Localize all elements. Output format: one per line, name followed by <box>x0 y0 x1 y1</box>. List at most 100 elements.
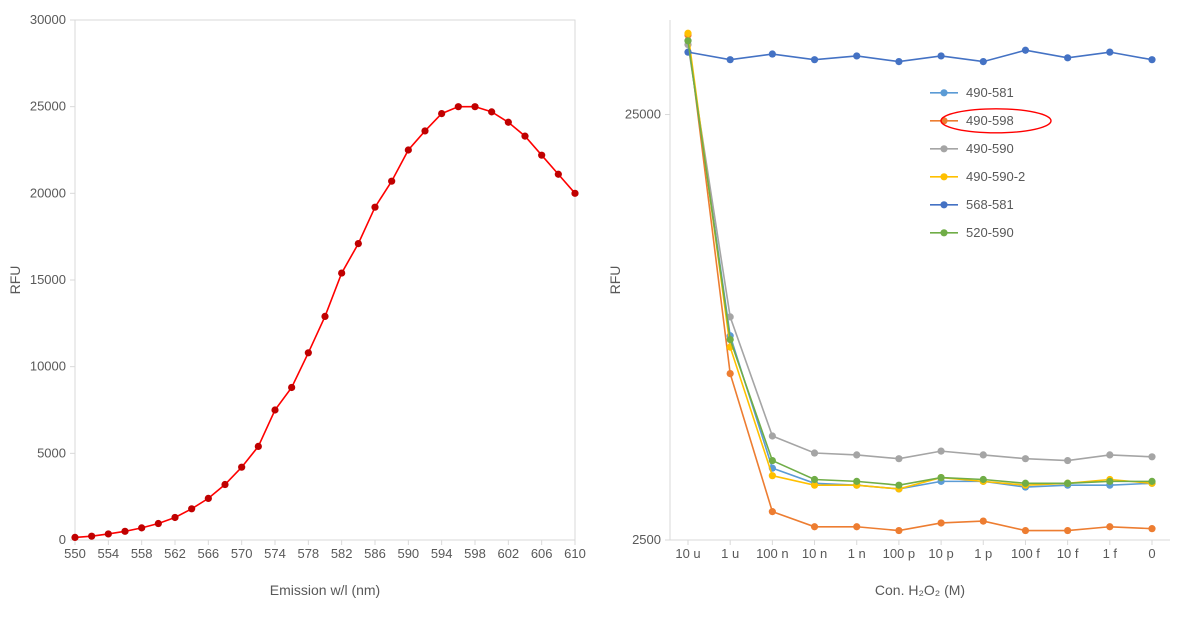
right-series-490-590-line <box>688 45 1152 461</box>
legend-marker-568-581 <box>940 201 947 208</box>
right-series-490-598-marker <box>1064 527 1071 534</box>
right-series-520-590-marker <box>1106 478 1113 485</box>
right-series-568-581-marker <box>853 52 860 59</box>
left-series-emission-scan-marker <box>305 349 312 356</box>
left-series-emission-scan-marker <box>571 190 578 197</box>
left-x-tick: 598 <box>464 546 486 561</box>
figure-pair: 0500010000150002000025000300005505545585… <box>0 0 1201 631</box>
left-series-emission-scan-marker <box>71 534 78 541</box>
left-x-tick: 574 <box>264 546 286 561</box>
right-series-490-590-marker <box>937 448 944 455</box>
right-series-490-598-marker <box>937 519 944 526</box>
right-series-490-598-marker <box>895 527 902 534</box>
left-series-emission-scan-marker <box>105 530 112 537</box>
left-series-emission-scan-marker <box>421 127 428 134</box>
legend-marker-490-590-2 <box>940 173 947 180</box>
right-x-axis-label: Con. H₂O₂ (M) <box>875 582 965 598</box>
right-series-520-590-marker <box>895 482 902 489</box>
right-y-axis-label: RFU <box>607 266 623 295</box>
left-y-tick: 30000 <box>30 12 66 27</box>
legend-label-520-590: 520-590 <box>966 225 1014 240</box>
right-series-520-590-marker <box>684 37 691 44</box>
right-x-tick: 100 n <box>756 546 789 561</box>
right-series-568-581-marker <box>727 56 734 63</box>
left-series-emission-scan-marker <box>121 528 128 535</box>
left-series-emission-scan-marker <box>171 514 178 521</box>
right-series-568-581-marker <box>1064 54 1071 61</box>
left-series-emission-scan-marker <box>355 240 362 247</box>
left-series-emission-scan-marker <box>388 178 395 185</box>
right-x-tick: 10 n <box>802 546 827 561</box>
left-x-tick: 550 <box>64 546 86 561</box>
right-series-568-581-marker <box>895 58 902 65</box>
left-series-emission-scan-marker <box>471 103 478 110</box>
left-series-emission-scan-marker <box>488 108 495 115</box>
left-series-emission-scan-marker <box>455 103 462 110</box>
legend-marker-520-590 <box>940 229 947 236</box>
left-x-tick: 590 <box>397 546 419 561</box>
left-series-emission-scan-marker <box>371 204 378 211</box>
right-series-490-590-marker <box>853 451 860 458</box>
right-series-490-590-2-marker <box>684 30 691 37</box>
right-x-tick: 10 p <box>928 546 953 561</box>
right-series-520-590-marker <box>853 478 860 485</box>
right-series-490-598-line <box>688 35 1152 530</box>
left-y-tick: 5000 <box>37 445 66 460</box>
left-series-emission-scan-marker <box>238 464 245 471</box>
right-series-520-590-marker <box>1022 480 1029 487</box>
left-series-emission-scan-marker <box>255 443 262 450</box>
right-series-568-581-marker <box>1106 49 1113 56</box>
right-series-490-590-2-marker <box>769 472 776 479</box>
right-series-490-598-marker <box>811 523 818 530</box>
left-series-emission-scan-marker <box>405 146 412 153</box>
left-x-tick: 554 <box>97 546 119 561</box>
left-series-emission-scan-marker <box>138 524 145 531</box>
left-x-tick: 606 <box>531 546 553 561</box>
right-series-520-590-line <box>688 41 1152 485</box>
left-x-tick: 558 <box>131 546 153 561</box>
left-series-emission-scan-marker <box>321 313 328 320</box>
left-x-tick: 610 <box>564 546 586 561</box>
right-y-tick: 25000 <box>625 107 661 122</box>
left-x-tick: 570 <box>231 546 253 561</box>
right-series-520-590-marker <box>937 474 944 481</box>
right-series-490-598-marker <box>853 523 860 530</box>
right-series-568-581-marker <box>769 50 776 57</box>
left-series-emission-scan-marker <box>288 384 295 391</box>
left-y-tick: 15000 <box>30 272 66 287</box>
right-series-520-590-marker <box>980 476 987 483</box>
right-series-490-590-marker <box>980 451 987 458</box>
right-series-490-590-marker <box>1106 451 1113 458</box>
left-series-emission-scan-marker <box>155 520 162 527</box>
left-series-emission-scan-marker <box>438 110 445 117</box>
right-series-520-590-marker <box>769 457 776 464</box>
left-y-tick: 0 <box>59 532 66 547</box>
right-series-568-581-marker <box>1022 47 1029 54</box>
left-x-tick: 578 <box>297 546 319 561</box>
right-series-520-590-marker <box>811 476 818 483</box>
left-series-emission-scan-marker <box>338 269 345 276</box>
left-series-emission-scan-marker <box>555 171 562 178</box>
left-y-tick: 10000 <box>30 359 66 374</box>
left-series-emission-scan-marker <box>221 481 228 488</box>
right-y-tick: 2500 <box>632 532 661 547</box>
right-series-490-598-marker <box>1022 527 1029 534</box>
left-x-tick: 594 <box>431 546 453 561</box>
legend-marker-490-590 <box>940 145 947 152</box>
right-series-568-581-marker <box>937 52 944 59</box>
left-x-tick: 566 <box>197 546 219 561</box>
legend-label-490-598: 490-598 <box>966 113 1014 128</box>
right-series-490-590-marker <box>811 449 818 456</box>
right-series-490-598-marker <box>769 508 776 515</box>
left-series-emission-scan-marker <box>521 133 528 140</box>
right-x-tick: 10 u <box>675 546 700 561</box>
left-x-tick: 586 <box>364 546 386 561</box>
left-x-tick: 602 <box>497 546 519 561</box>
left-series-emission-scan-marker <box>205 495 212 502</box>
legend-label-490-581: 490-581 <box>966 85 1014 100</box>
legend-label-490-590-2: 490-590-2 <box>966 169 1025 184</box>
right-series-520-590-marker <box>1148 478 1155 485</box>
left-y-tick: 25000 <box>30 99 66 114</box>
right-series-568-581-marker <box>980 58 987 65</box>
left-x-axis-label: Emission w/l (nm) <box>270 582 380 598</box>
